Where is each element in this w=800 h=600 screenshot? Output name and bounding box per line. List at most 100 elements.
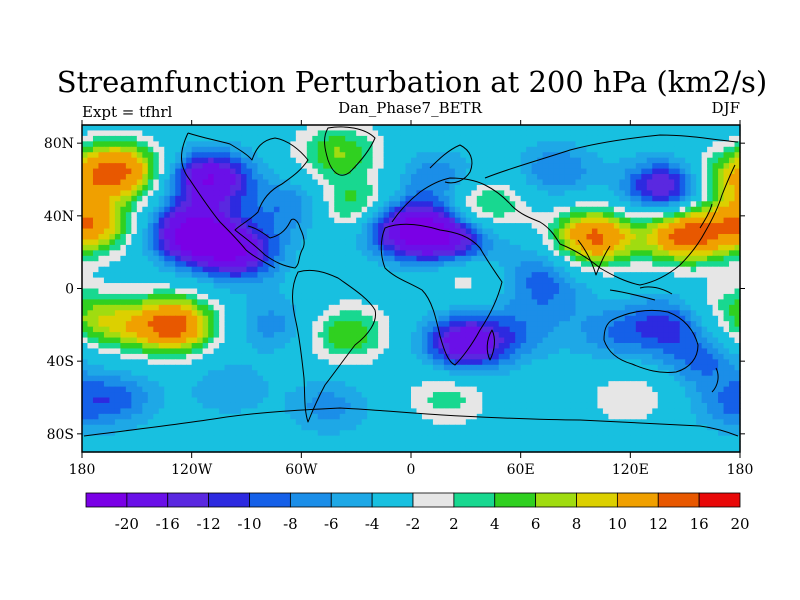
field-cell	[241, 135, 248, 142]
field-cell	[449, 244, 456, 251]
field-cell	[718, 266, 725, 273]
field-cell	[438, 326, 445, 333]
field-cell	[394, 244, 401, 251]
field-cell	[630, 299, 637, 306]
field-cell	[317, 277, 324, 284]
field-cell	[515, 212, 522, 219]
field-cell	[372, 266, 379, 273]
field-cell	[378, 157, 385, 164]
field-cell	[421, 206, 429, 213]
field-cell	[246, 299, 253, 306]
field-cell	[312, 201, 319, 208]
field-cell	[268, 250, 275, 257]
field-cell	[158, 299, 165, 306]
field-cell	[82, 239, 89, 246]
field-cell	[224, 261, 231, 268]
field-cell	[504, 261, 511, 268]
field-cell	[630, 261, 637, 268]
field-cell	[553, 125, 560, 132]
field-cell	[230, 299, 237, 306]
field-cell	[707, 310, 714, 317]
field-cell	[411, 146, 418, 153]
field-cell	[668, 163, 675, 170]
field-cell	[570, 135, 577, 142]
field-cell	[542, 293, 549, 300]
field-cell	[147, 310, 154, 317]
field-cell	[586, 195, 593, 202]
field-cell	[443, 239, 450, 246]
field-cell	[273, 321, 280, 328]
field-cell	[696, 163, 703, 170]
field-cell	[509, 195, 516, 202]
field-cell	[613, 239, 620, 246]
field-cell	[361, 272, 368, 279]
field-cell	[312, 332, 319, 339]
field-cell	[356, 195, 363, 202]
field-cell	[394, 293, 401, 300]
field-cell	[718, 261, 725, 268]
field-cell	[136, 206, 143, 213]
field-cell	[619, 135, 626, 142]
field-cell	[723, 174, 730, 181]
field-cell	[482, 206, 489, 213]
field-cell	[504, 130, 511, 137]
field-cell	[345, 261, 352, 268]
field-cell	[668, 288, 675, 295]
field-cell	[367, 310, 374, 317]
field-cell	[548, 299, 555, 306]
field-cell	[230, 130, 237, 137]
field-cell	[449, 255, 456, 262]
field-cell	[416, 304, 423, 311]
field-cell	[158, 228, 165, 235]
field-cell	[219, 163, 226, 170]
field-cell	[657, 343, 664, 350]
field-cell	[169, 146, 176, 153]
field-cell	[295, 152, 302, 159]
field-cell	[438, 348, 445, 355]
field-cell	[125, 255, 132, 262]
field-cell	[230, 266, 237, 273]
field-cell	[197, 234, 204, 241]
field-cell	[339, 195, 346, 202]
field-cell	[241, 321, 248, 328]
field-cell	[125, 310, 132, 317]
field-cell	[646, 250, 653, 257]
field-cell	[208, 277, 215, 284]
field-cell	[389, 272, 396, 279]
field-cell	[405, 272, 412, 279]
field-cell	[520, 337, 527, 344]
field-cell	[504, 157, 511, 164]
field-cell	[542, 234, 549, 241]
field-cell	[476, 168, 483, 175]
field-cell	[246, 337, 253, 344]
field-cell	[575, 228, 582, 235]
field-cell	[537, 255, 544, 262]
field-cell	[213, 195, 220, 202]
field-cell	[465, 250, 472, 257]
field-cell	[257, 272, 264, 279]
field-cell	[191, 337, 198, 344]
field-cell	[504, 190, 511, 197]
field-cell	[411, 244, 418, 251]
field-cell	[87, 244, 94, 251]
field-cell	[306, 255, 313, 262]
field-cell	[613, 343, 620, 350]
field-cell	[164, 228, 171, 235]
field-cell	[213, 332, 220, 339]
field-cell	[460, 234, 467, 241]
field-cell	[498, 174, 505, 181]
field-cell	[383, 141, 390, 148]
field-cell	[125, 244, 132, 251]
field-cell	[520, 190, 527, 197]
field-cell	[131, 201, 138, 208]
field-cell	[208, 244, 215, 251]
field-cell	[624, 250, 631, 257]
field-cell	[630, 234, 637, 241]
field-cell	[449, 190, 456, 197]
field-cell	[630, 255, 637, 262]
field-cell	[317, 190, 324, 197]
field-cell	[268, 146, 275, 153]
field-cell	[98, 152, 105, 159]
field-cell	[235, 190, 242, 197]
field-cell	[630, 201, 637, 208]
